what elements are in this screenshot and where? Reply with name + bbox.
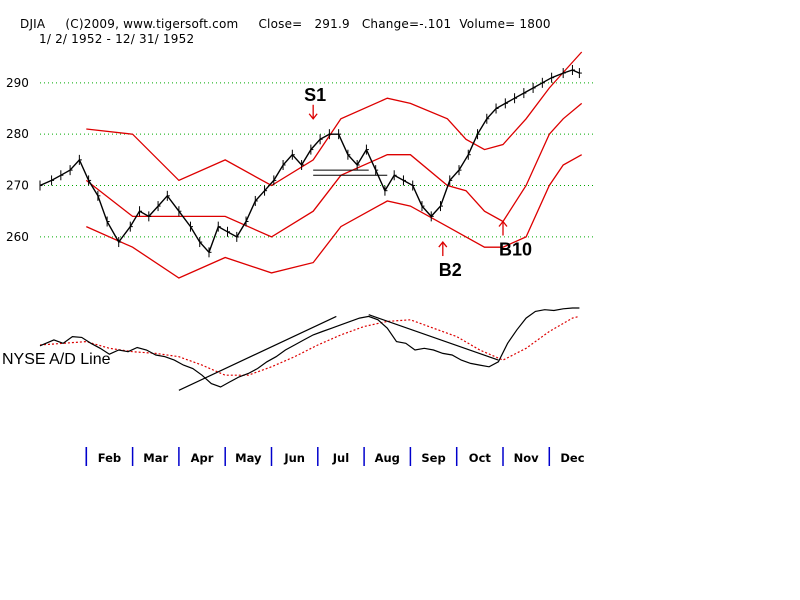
- month-label-Jun: Jun: [283, 451, 305, 465]
- ad-trendline-2: [368, 314, 499, 361]
- month-label-Oct: Oct: [469, 451, 492, 465]
- month-label-Feb: Feb: [98, 451, 121, 465]
- signal-arrowhead-S1: [308, 113, 318, 120]
- month-label-Dec: Dec: [560, 451, 584, 465]
- month-label-Jul: Jul: [332, 451, 349, 465]
- signal-arrowhead-B10: [498, 220, 508, 227]
- chart-header-line1: DJIA (C)2009, www.tigersoft.com Close= 2…: [20, 17, 551, 31]
- ad-line-label: NYSE A/D Line: [2, 351, 111, 368]
- month-label-Mar: Mar: [143, 451, 168, 465]
- signal-label-B10: B10: [499, 240, 532, 260]
- y-tick-label-280: 280: [6, 127, 29, 141]
- middle-band-line: [85, 102, 583, 238]
- ad-moving-average: [39, 315, 580, 376]
- month-label-Sep: Sep: [421, 451, 445, 465]
- ad-trendline-1: [178, 315, 337, 391]
- y-tick-label-270: 270: [6, 179, 29, 193]
- month-label-Aug: Aug: [375, 451, 400, 465]
- y-tick-label-260: 260: [6, 230, 29, 244]
- y-tick-label-290: 290: [6, 76, 29, 90]
- signal-label-S1: S1: [304, 85, 326, 105]
- month-label-Apr: Apr: [191, 451, 214, 465]
- upper-band-line: [86, 51, 583, 187]
- signal-arrowhead-B2: [438, 241, 448, 248]
- nyse-ad-line: [39, 307, 580, 388]
- signal-label-B2: B2: [439, 260, 462, 280]
- chart-header-line2: 1/ 2/ 1952 - 12/ 31/ 1952: [39, 32, 195, 46]
- djia-price-line: [39, 69, 580, 254]
- month-label-May: May: [235, 451, 262, 465]
- lower-band-line: [86, 154, 583, 279]
- month-label-Nov: Nov: [514, 451, 540, 465]
